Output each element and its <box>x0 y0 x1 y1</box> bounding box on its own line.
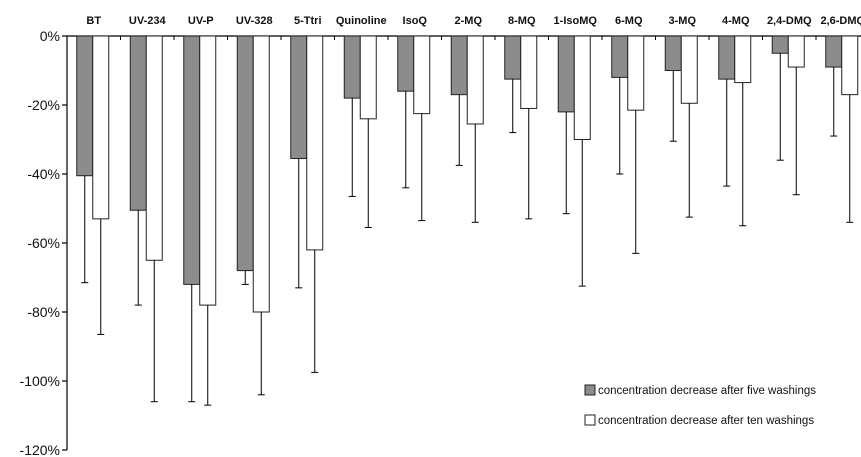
bar-five-washings <box>450 35 468 96</box>
bar-five-washings <box>290 35 308 159</box>
bar-ten-washings <box>841 35 859 96</box>
legend-swatch <box>584 384 596 396</box>
bar-five-washings <box>236 35 254 272</box>
bar-ten-washings <box>466 35 484 125</box>
legend-label: concentration decrease after five washin… <box>598 385 816 397</box>
category-label: 3-MQ <box>669 15 697 27</box>
bar-five-washings <box>504 35 522 80</box>
y-tick-label: -100% <box>20 373 60 389</box>
bars-layer <box>76 35 859 406</box>
labels-layer: BT UV-234 UV-P UV-328 5-Ttri Quinoline IsoQ 2-M… <box>86 15 861 27</box>
category-label: UV-328 <box>236 15 273 27</box>
category-label: 6-MQ <box>615 15 643 27</box>
category-label: 4-MQ <box>722 15 750 27</box>
y-tick-label: -60% <box>27 235 60 251</box>
bar-ten-washings <box>734 35 752 84</box>
bar-ten-washings <box>252 35 270 313</box>
bar-ten-washings <box>627 35 645 111</box>
y-tick-label: -120% <box>20 442 60 457</box>
bar-ten-washings <box>520 35 538 109</box>
category-label: BT <box>86 15 101 27</box>
bar-five-washings <box>129 35 147 211</box>
category-label: 2-MQ <box>455 15 483 27</box>
bar-ten-washings <box>680 35 698 104</box>
category-label: Quinoline <box>336 15 387 27</box>
y-tick-label: -20% <box>27 97 60 113</box>
category-label: 2,4-DMQ <box>767 15 812 27</box>
bar-five-washings <box>557 35 575 113</box>
category-label: 1-IsoMQ <box>554 15 598 27</box>
y-tick-label: 0% <box>40 28 60 44</box>
legend: concentration decrease after five washin… <box>584 384 816 427</box>
bar-ten-washings <box>306 35 324 251</box>
bar-ten-washings <box>145 35 163 261</box>
bar-ten-washings <box>92 35 110 220</box>
bar-ten-washings <box>359 35 377 120</box>
category-label: UV-P <box>188 15 214 27</box>
bar-ten-washings <box>787 35 805 68</box>
category-label: IsoQ <box>403 15 428 27</box>
bar-five-washings <box>76 35 94 177</box>
bar-five-washings <box>397 35 415 92</box>
bar-ten-washings <box>413 35 431 115</box>
bar-five-washings <box>183 35 201 285</box>
category-label: 2,6-DMQ <box>820 15 861 27</box>
bar-five-washings <box>343 35 361 99</box>
bar-five-washings <box>664 35 682 71</box>
legend-swatch <box>584 414 596 426</box>
y-tick-label: -40% <box>27 166 60 182</box>
bar-five-washings <box>825 35 843 68</box>
category-label: UV-234 <box>129 15 167 27</box>
bar-five-washings <box>611 35 629 78</box>
category-label: 8-MQ <box>508 15 536 27</box>
y-tick-label: -80% <box>27 304 60 320</box>
bar-ten-washings <box>573 35 591 140</box>
bar-five-washings <box>718 35 736 80</box>
legend-label: concentration decrease after ten washing… <box>598 415 814 427</box>
bar-five-washings <box>771 35 789 54</box>
category-label: 5-Ttri <box>294 15 322 27</box>
bar-ten-washings <box>199 35 217 306</box>
